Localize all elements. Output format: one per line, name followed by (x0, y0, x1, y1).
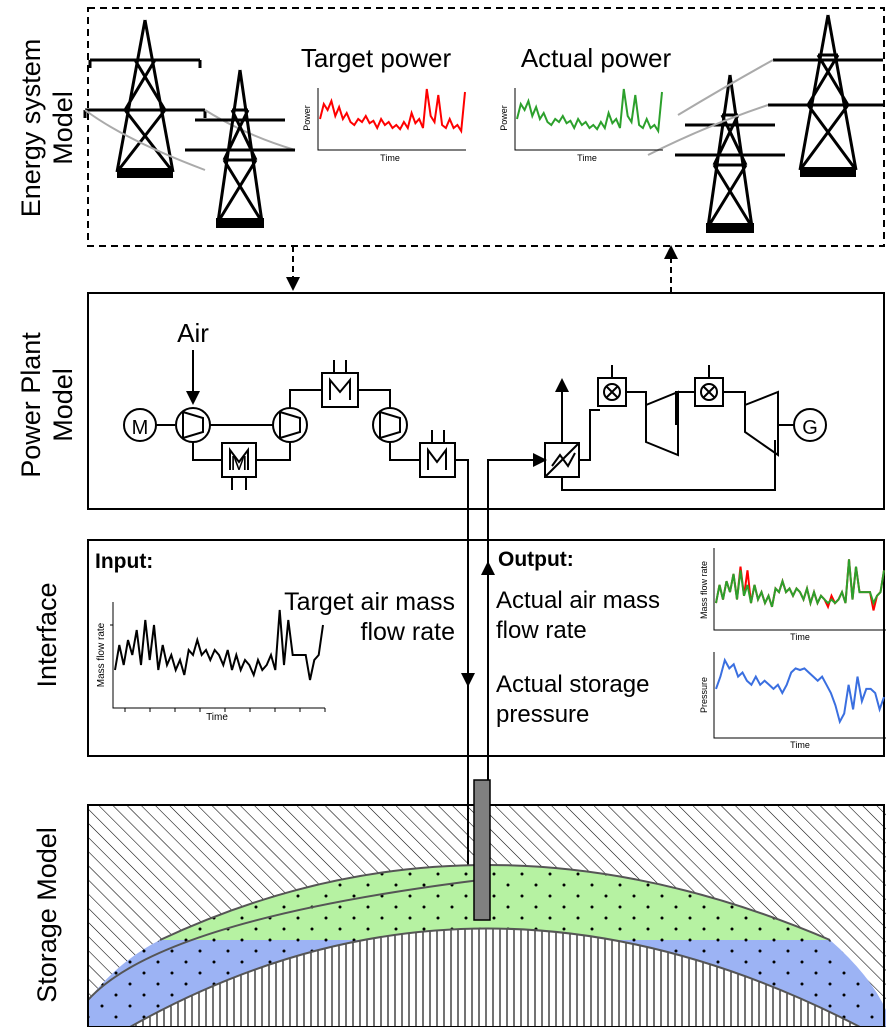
input-flow-xlabel: Time (206, 712, 228, 723)
interface-label: Interface (32, 582, 62, 687)
target-power-xlabel: Time (380, 153, 400, 163)
compressor-icon (175, 407, 211, 443)
output-flow-xlabel: Time (790, 632, 810, 642)
target-power-ylabel: Power (302, 105, 312, 131)
motor-letter: M (132, 417, 149, 439)
intercooler-box (221, 442, 257, 478)
actual-power-title: Actual power (521, 43, 672, 73)
target-flow-label-line1: Target air mass (284, 588, 455, 616)
interface-box (87, 539, 885, 757)
output-pressure-xlabel: Time (790, 740, 810, 750)
actual-pressure-label-line2: pressure (496, 701, 589, 728)
input-flow-ylabel: Mass flow rate (96, 622, 107, 687)
actual-pressure-label-line1: Actual storage (496, 671, 649, 698)
actual-power-xlabel: Time (577, 153, 597, 163)
energy-system-label-line1: Energy system (16, 39, 46, 218)
pylon-icon (83, 19, 296, 178)
well-bore (473, 779, 491, 921)
target-power-chart: Power Time (302, 88, 466, 163)
output-pressure-line (715, 657, 885, 725)
output-pressure-chart: Pressure Time (699, 652, 886, 750)
target-flow-label-line2: flow rate (361, 618, 455, 646)
storage-cross-section (88, 805, 886, 1027)
pylon-icon (675, 74, 785, 233)
output-flow-chart: Mass flow rate Time (699, 548, 886, 642)
actual-power-chart: Power Time (499, 88, 663, 163)
motor-box-letter: M (231, 453, 248, 475)
target-power-line (319, 88, 466, 134)
compressor-icon (272, 407, 308, 443)
power-plant-label-line2: Model (48, 368, 78, 442)
output-pressure-ylabel: Pressure (699, 677, 709, 713)
aftercooler-box (419, 442, 456, 478)
power-plant-box (87, 292, 885, 510)
output-flow-ylabel: Mass flow rate (699, 561, 709, 619)
actual-flow-label-line2: flow rate (496, 617, 587, 644)
pylon-icon (647, 14, 883, 177)
energy-system-box (87, 7, 885, 247)
pylon-icon (185, 69, 295, 228)
input-flow-line (114, 609, 324, 681)
target-power-title: Target power (301, 43, 452, 73)
actual-power-line (516, 88, 663, 134)
turbine-icon (744, 390, 779, 457)
air-label: Air (177, 318, 209, 348)
turbine-icon (645, 390, 679, 457)
input-flow-chart: Mass flow rate Time (96, 602, 326, 723)
storage-label: Storage Model (32, 827, 62, 1003)
output-flow-actual-line (715, 559, 885, 608)
output-heading: Output: (498, 548, 574, 571)
input-heading: Input: (95, 550, 153, 573)
power-plant-label-line1: Power Plant (16, 332, 46, 478)
generator-letter: G (802, 417, 818, 439)
actual-power-ylabel: Power (499, 105, 509, 131)
intercooler-box (321, 372, 359, 408)
compressor-icon (372, 407, 408, 443)
energy-system-label-line2: Model (48, 91, 78, 165)
actual-flow-label-line1: Actual air mass (496, 587, 660, 614)
generator-icon (793, 408, 827, 442)
